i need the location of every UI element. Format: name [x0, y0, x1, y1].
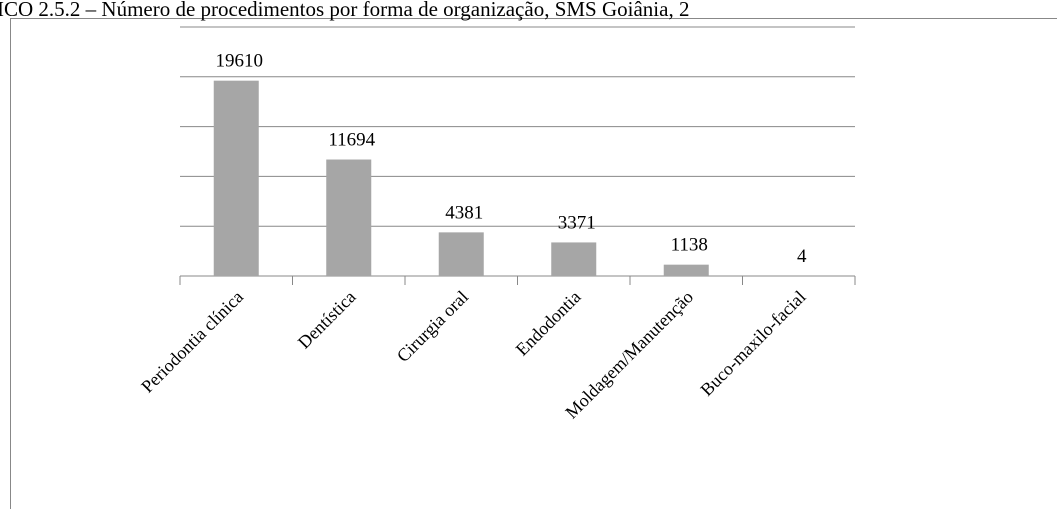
title-background: [0, 0, 1057, 18]
value-label: 4: [797, 246, 807, 267]
bar: [213, 80, 259, 276]
bar: [663, 264, 709, 276]
value-label: 19610: [216, 51, 264, 72]
value-label: 3371: [558, 212, 596, 233]
x-tick-label: Cirurgia oral: [393, 287, 472, 366]
value-label: 4381: [445, 202, 483, 223]
x-tick-label: Moldagem/Manutenção: [561, 287, 697, 423]
chart-border: [10, 18, 1057, 509]
x-tick-label: Endodontia: [512, 287, 585, 360]
bar: [326, 159, 372, 276]
x-tick-label: Periodontia clínica: [137, 287, 247, 397]
bar: [551, 242, 597, 276]
x-tick-label: Buco-maxilo-facial: [696, 287, 809, 400]
x-tick-label: Dentística: [294, 287, 360, 353]
chart-title: ICO 2.5.2 – Número de procedimentos por …: [0, 0, 689, 21]
value-label: 11694: [328, 130, 375, 151]
value-label: 1138: [671, 235, 708, 256]
bar: [438, 232, 484, 276]
